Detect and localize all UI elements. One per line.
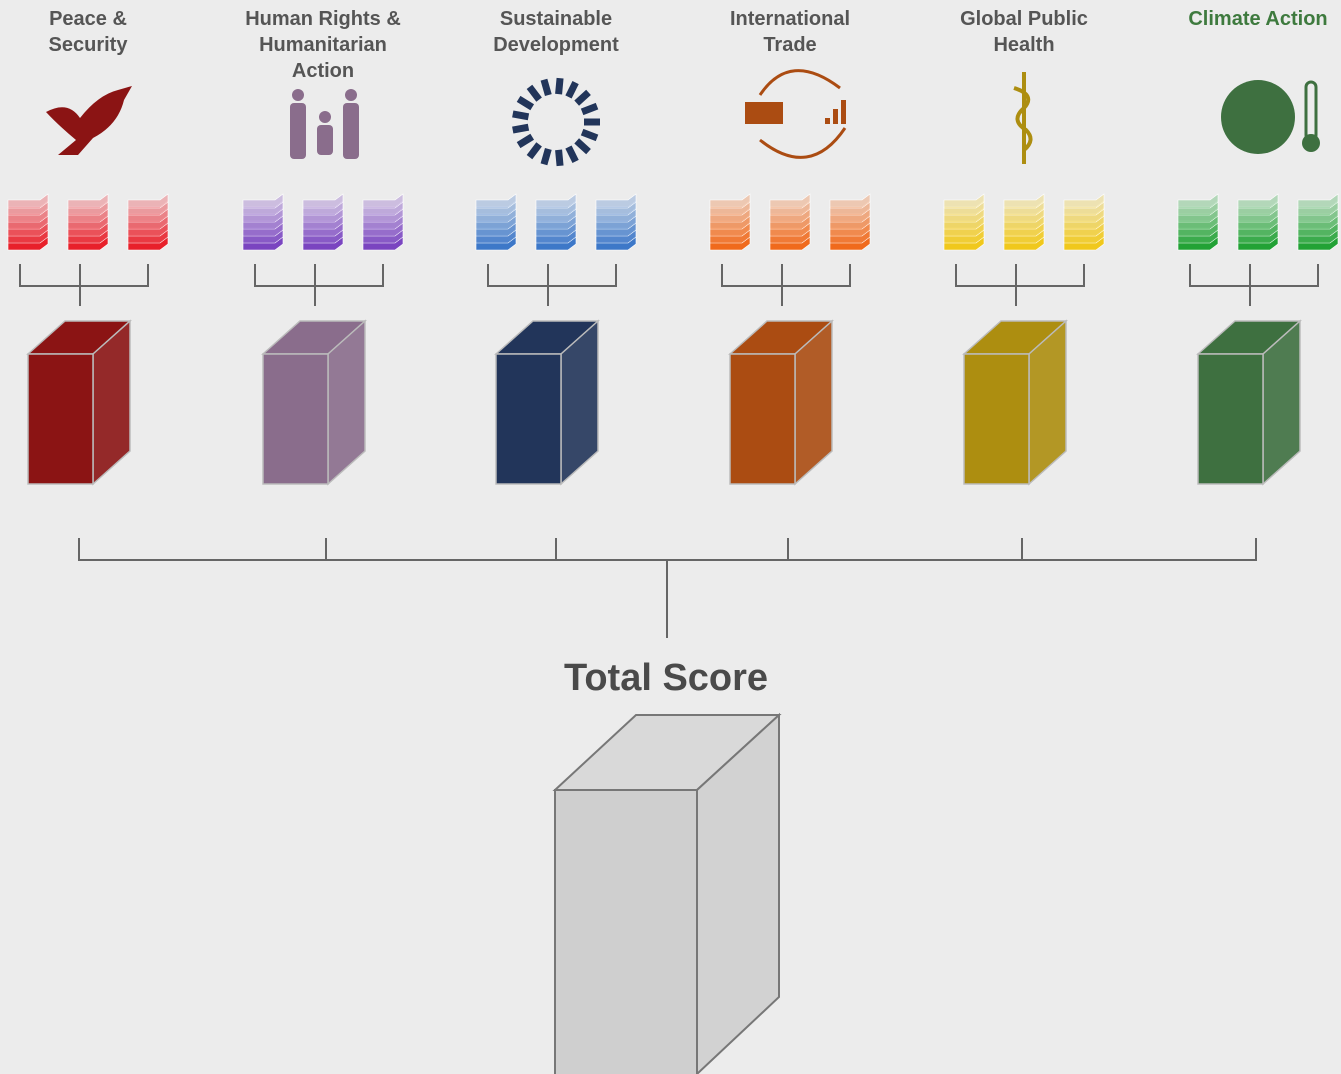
- bar-icon: [841, 100, 846, 124]
- cube-front: [496, 354, 561, 484]
- page: Total Score Peace & Security Human Rights …: [0, 0, 1341, 1074]
- person-body: [343, 103, 359, 159]
- category-title: Trade: [763, 34, 816, 56]
- ring-segment: [513, 127, 529, 130]
- total-title: Total Score: [564, 657, 768, 699]
- thermometer-bulb: [1302, 134, 1320, 152]
- cube-front: [28, 354, 93, 484]
- category-title: Health: [993, 34, 1054, 56]
- category-title: Development: [493, 34, 619, 56]
- bar-icon: [833, 109, 838, 124]
- category-title: Humanitarian: [259, 34, 387, 56]
- category-title: International: [730, 8, 850, 30]
- ring-segment: [559, 150, 560, 166]
- money: [745, 102, 783, 124]
- category-title: Security: [49, 34, 129, 56]
- person-body: [290, 103, 306, 159]
- ring-segment: [544, 149, 548, 164]
- category-title: Peace &: [49, 8, 127, 30]
- category-title: Climate Action: [1188, 8, 1327, 30]
- cube-front: [263, 354, 328, 484]
- person-head: [345, 89, 357, 101]
- ring-segment: [559, 78, 560, 94]
- person-head: [292, 89, 304, 101]
- category-title: Sustainable: [500, 8, 612, 30]
- total-cube: [555, 715, 779, 1074]
- cube-front: [730, 354, 795, 484]
- cube-front: [1198, 354, 1263, 484]
- globe: [1221, 80, 1295, 154]
- diagram: Total Score Peace & Security Human Rights …: [0, 0, 1341, 1074]
- bar-icon: [825, 118, 830, 124]
- person-body: [317, 125, 333, 155]
- category-title: Global Public: [960, 8, 1088, 30]
- category-title: Action: [292, 60, 354, 82]
- category-title: Human Rights &: [245, 8, 401, 30]
- person-head: [319, 111, 331, 123]
- ring-segment: [544, 80, 548, 95]
- ring-segment: [513, 114, 529, 117]
- cube-front: [964, 354, 1029, 484]
